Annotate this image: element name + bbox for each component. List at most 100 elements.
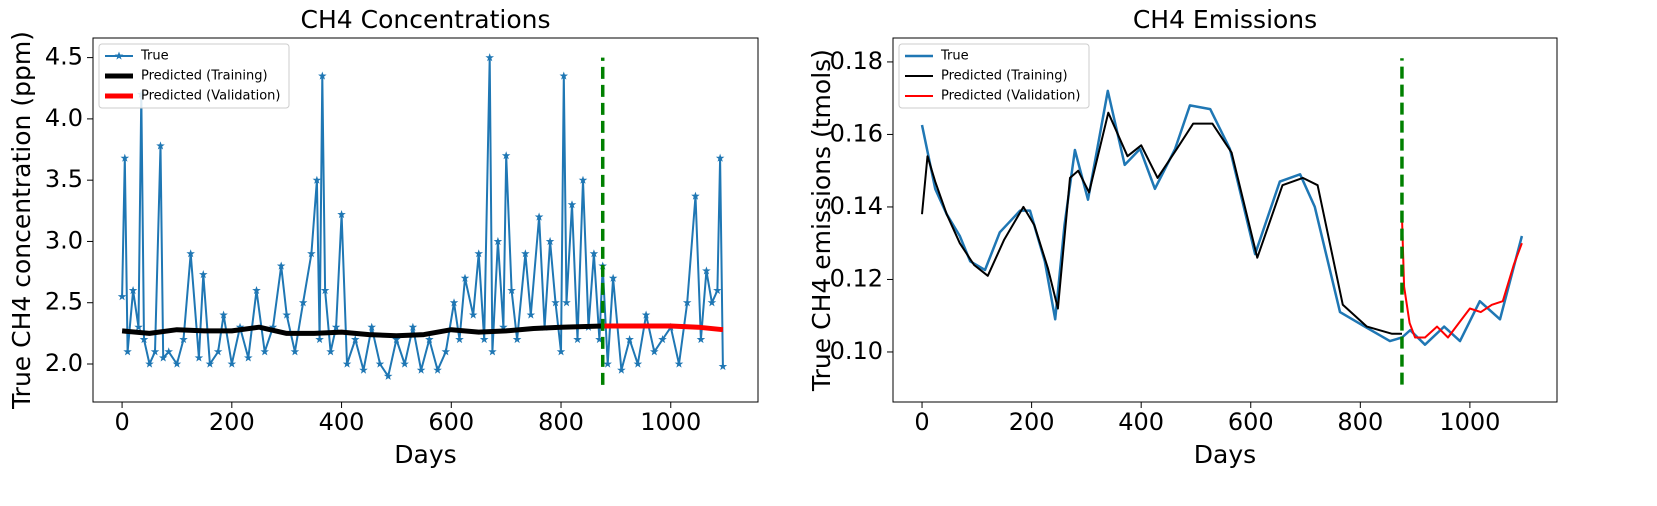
x-tick-label: 1000 <box>1439 408 1500 436</box>
point-marker <box>186 249 195 258</box>
point-marker <box>219 310 228 319</box>
x-tick-label: 800 <box>1337 408 1383 436</box>
point-marker <box>578 175 588 184</box>
point-marker <box>383 371 393 380</box>
point-marker <box>235 322 245 331</box>
point-marker <box>485 53 494 62</box>
point-marker <box>244 353 253 362</box>
point-marker <box>120 153 130 162</box>
point-marker <box>117 292 127 301</box>
y-tick-label: 0.12 <box>830 264 883 292</box>
point-marker <box>707 298 717 307</box>
point-marker <box>194 353 204 362</box>
point-marker <box>213 347 223 356</box>
point-marker <box>460 273 470 282</box>
point-marker <box>718 362 728 371</box>
point-marker <box>276 261 286 270</box>
point-marker <box>342 359 352 368</box>
point-marker <box>199 270 208 279</box>
legend: True Predicted (Training) Predicted (Valid… <box>98 43 290 109</box>
point-marker <box>331 322 341 331</box>
point-marker <box>172 359 182 368</box>
y-tick-label: 2.5 <box>45 288 83 316</box>
point-marker <box>150 347 160 356</box>
point-marker <box>159 353 168 362</box>
point-marker <box>493 236 503 246</box>
point-marker <box>567 200 577 209</box>
legend-label: True <box>940 49 969 64</box>
y-tick-label: 3.0 <box>45 226 83 254</box>
point-marker <box>658 335 667 344</box>
x-tick-label: 800 <box>538 408 584 436</box>
legend-label: Predicted (Validation) <box>941 89 1081 104</box>
x-tick-label: 600 <box>428 408 474 436</box>
y-tick-label: 0.18 <box>830 47 883 75</box>
y-tick-label: 4.0 <box>45 104 83 132</box>
subplot: CH4 Emissions Days True CH4 emissions (tmo… <box>807 5 1558 469</box>
point-marker <box>128 286 138 295</box>
point-marker <box>551 298 560 307</box>
point-marker <box>260 347 269 356</box>
point-marker <box>139 335 149 344</box>
point-marker <box>641 310 651 319</box>
point-marker <box>123 347 132 356</box>
y-axis-label: True CH4 emissions (tmols) <box>807 49 836 392</box>
point-marker <box>326 347 335 356</box>
point-marker <box>375 359 385 368</box>
point-marker <box>608 273 618 282</box>
point-marker <box>682 298 692 307</box>
point-marker <box>312 175 322 184</box>
point-marker <box>282 310 291 319</box>
y-tick-label: 4.5 <box>45 43 83 71</box>
axes-frame <box>892 37 1558 403</box>
point-marker <box>589 249 599 258</box>
point-marker <box>691 191 700 200</box>
point-marker <box>512 335 522 344</box>
point-marker <box>145 359 154 368</box>
point-marker <box>449 298 459 307</box>
point-marker <box>298 298 308 307</box>
y-tick-label: 0.10 <box>830 337 883 365</box>
y-tick-label: 0.14 <box>830 192 883 220</box>
point-marker <box>474 249 483 258</box>
point-marker <box>545 236 555 246</box>
point-marker <box>400 359 409 368</box>
series-line <box>602 323 724 333</box>
point-marker <box>351 335 360 344</box>
point-marker <box>134 322 143 331</box>
x-tick-label: 400 <box>319 408 365 436</box>
point-marker <box>359 365 368 374</box>
x-axis-label: Days <box>1194 440 1256 469</box>
point-marker <box>625 335 634 344</box>
point-marker <box>521 249 530 258</box>
legend-label: Predicted (Training) <box>141 69 268 84</box>
point-marker <box>205 359 215 368</box>
x-tick-label: 400 <box>1118 408 1164 436</box>
point-marker <box>696 335 706 344</box>
point-marker <box>290 347 300 356</box>
point-marker <box>595 335 604 344</box>
point-marker <box>179 335 188 344</box>
point-marker <box>526 310 536 319</box>
point-marker <box>499 322 508 331</box>
legend-marker <box>114 51 124 60</box>
point-marker <box>650 347 659 356</box>
point-marker <box>633 359 643 368</box>
point-marker <box>318 71 327 80</box>
x-tick-label: 0 <box>914 408 929 436</box>
legend-frame <box>98 43 290 109</box>
x-tick-label: 200 <box>1009 408 1055 436</box>
point-marker <box>337 210 346 219</box>
y-tick-label: 3.5 <box>45 165 83 193</box>
point-marker <box>307 249 316 258</box>
point-marker <box>534 212 544 221</box>
legend-label: Predicted (Training) <box>941 69 1068 84</box>
point-marker <box>315 335 324 344</box>
series-line <box>121 323 603 339</box>
plot-area <box>920 58 1524 385</box>
point-marker <box>433 365 442 374</box>
point-marker <box>617 365 626 374</box>
point-marker <box>603 359 612 368</box>
point-marker <box>559 71 568 80</box>
